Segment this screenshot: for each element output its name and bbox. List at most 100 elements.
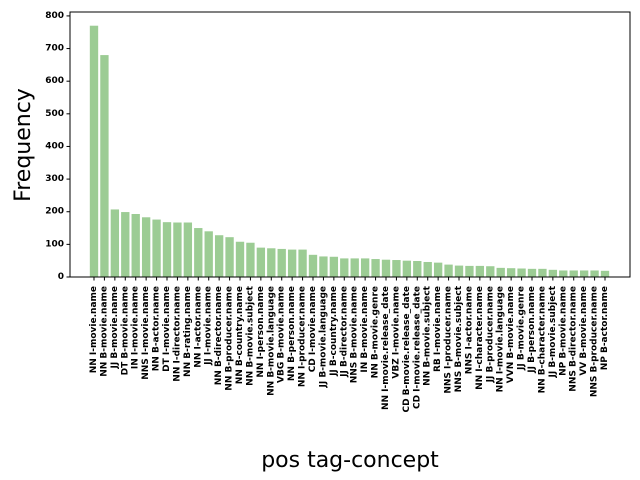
- x-tick-label: CD B-movie.release_date: [402, 286, 412, 413]
- bar: [329, 256, 339, 277]
- bar: [413, 261, 422, 277]
- x-tick-label: NN B-movie.genre: [371, 286, 381, 378]
- bar: [475, 265, 485, 277]
- bar: [183, 222, 193, 277]
- bar: [173, 222, 182, 277]
- x-tick-label: NNS B-movie.subject: [454, 285, 464, 392]
- x-tick-label: JJ B-movie.subject: [548, 285, 558, 378]
- bar: [319, 256, 328, 277]
- x-tick-label: NNS I-producer.name: [444, 286, 454, 394]
- bar: [235, 241, 245, 277]
- x-tick-label: NNS B-movie.name: [350, 286, 360, 383]
- bar: [298, 249, 307, 277]
- plot-frame: [69, 11, 631, 278]
- bar: [527, 268, 537, 277]
- bar: [287, 249, 297, 277]
- bars-group: [89, 25, 610, 278]
- x-tick-label: NP B-actor.name: [600, 286, 610, 370]
- x-tick-label: NN B-country.name: [235, 286, 245, 384]
- bar: [569, 270, 578, 277]
- x-tick-label: NN B-director.name: [214, 286, 224, 385]
- x-tick-label: VBG B-movie.name: [277, 286, 287, 383]
- bar: [433, 262, 443, 277]
- x-tick-label: VVN B-movie.name: [506, 286, 516, 383]
- x-tick-label: NNS B-producer.name: [590, 286, 600, 397]
- x-tick-label: NN I-character.name: [475, 286, 485, 390]
- bar: [89, 25, 99, 278]
- bar: [517, 268, 526, 277]
- x-tick-label: NN I-movie.release_date: [381, 286, 391, 410]
- bar: [214, 235, 224, 277]
- x-tick-label: NNS I-movie.name: [141, 286, 151, 380]
- x-tick-label: NN I-movie.language: [496, 286, 506, 392]
- bar: [267, 248, 276, 277]
- bar: [371, 259, 380, 277]
- x-tick-label: NNS B-director.name: [569, 286, 579, 392]
- x-tick-label: NN I-person.name: [256, 286, 266, 378]
- bar: [506, 268, 516, 277]
- bar: [131, 214, 140, 277]
- x-tick-label: NN B-movie.name: [99, 286, 109, 377]
- x-tick-label: DT B-movie.name: [120, 286, 130, 375]
- x-tick-label: NN I-director.name: [172, 286, 182, 382]
- bar: [340, 258, 349, 277]
- x-tick-label: NN B-movie.subject: [245, 285, 255, 386]
- x-tick-label: JJ B-movie.language: [318, 286, 328, 389]
- x-axis-label: pos tag-concept: [261, 448, 439, 473]
- bar: [423, 261, 432, 277]
- bar: [486, 266, 495, 277]
- bar: [590, 270, 599, 277]
- x-tick-label: NP B-movie.name: [558, 286, 568, 376]
- y-tick-label: 800: [45, 11, 64, 21]
- x-tick-label: JJ B-movie.name: [110, 286, 120, 369]
- bar: [225, 237, 234, 277]
- x-tick-label: NN B-producer.name: [225, 286, 235, 391]
- x-tick-label: VBZ I-movie.name: [391, 286, 401, 379]
- x-tick-label: JJ B-person.name: [527, 286, 537, 374]
- bar: [110, 209, 120, 277]
- x-tick-label: JJ B-movie.genre: [517, 286, 527, 371]
- bar: [559, 270, 568, 277]
- x-tick-label: NNS I-actor.name: [464, 286, 474, 374]
- bar: [256, 247, 266, 277]
- bar: [308, 254, 318, 277]
- bar: [381, 259, 391, 277]
- bar: [204, 231, 213, 277]
- x-tick-label: NN B-person.name: [287, 286, 297, 381]
- bar: [392, 260, 401, 277]
- bar: [350, 258, 359, 277]
- y-tick-label: 100: [45, 239, 64, 249]
- x-tick-label: RB I-movie.name: [433, 286, 443, 372]
- y-axis-ticks: 0 100 200 300 400 500 600 700 800: [45, 11, 70, 282]
- x-tick-label: CD I-movie.release_date: [412, 286, 422, 409]
- x-tick-label: IN I-movie.name: [131, 286, 141, 369]
- x-tick-label: CD I-movie.name: [308, 286, 318, 372]
- bar: [121, 212, 130, 277]
- x-tick-label: JJ I-movie.name: [204, 286, 214, 366]
- bar: [454, 265, 464, 277]
- x-tick-label: NN B-movie.language: [266, 286, 276, 396]
- bar: [579, 270, 589, 277]
- bar: [600, 270, 610, 277]
- x-axis-ticks: NN I-movie.name NN B-movie.name JJ B-movie…: [89, 277, 610, 413]
- bar: [496, 267, 505, 277]
- bar: [444, 264, 453, 277]
- y-tick-label: 200: [45, 207, 64, 217]
- bar: [194, 228, 203, 277]
- bar: [141, 217, 151, 277]
- y-tick-label: 300: [45, 174, 64, 184]
- bar: [277, 248, 286, 277]
- x-tick-label: JJ B-producer.name: [485, 286, 495, 383]
- x-tick-label: NN B-character.name: [537, 286, 547, 393]
- y-tick-label: 500: [45, 109, 64, 119]
- x-tick-label: IN B-movie.name: [360, 286, 370, 373]
- y-tick-label: 0: [58, 272, 64, 282]
- y-tick-label: 400: [45, 141, 64, 151]
- x-tick-label: JJ B-director.name: [339, 286, 349, 378]
- bar: [152, 219, 161, 277]
- x-tick-label: DT I-movie.name: [162, 286, 172, 372]
- y-axis-label: Frequency: [11, 88, 36, 202]
- bar: [538, 268, 547, 277]
- x-tick-label: VV B-movie.name: [579, 286, 589, 376]
